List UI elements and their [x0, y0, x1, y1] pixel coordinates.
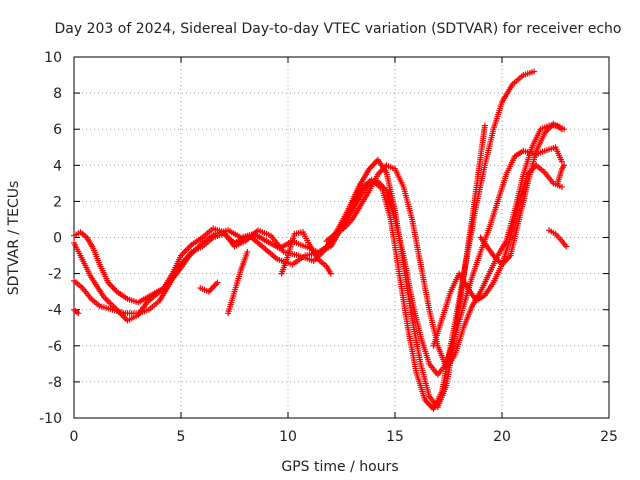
- data-point: [558, 126, 565, 133]
- y-tick-label: -8: [48, 375, 62, 391]
- data-point: [563, 243, 570, 250]
- y-tick-label: -4: [48, 303, 62, 319]
- series-track-10: [546, 227, 570, 250]
- series-track-9: [278, 229, 334, 277]
- data-point: [558, 183, 565, 190]
- x-axis: 0 5 10 15 20 25: [70, 57, 618, 445]
- series-track-4: [323, 122, 568, 371]
- x-tick-label: 10: [279, 429, 297, 445]
- y-tick-label: 6: [53, 122, 62, 138]
- data-point: [481, 122, 488, 129]
- data-point: [561, 162, 568, 169]
- data-point: [75, 310, 82, 317]
- series-track-1: [71, 122, 488, 411]
- chart-title: Day 203 of 2024, Sidereal Day-to-day VTE…: [55, 21, 622, 37]
- x-tick-label: 5: [177, 429, 186, 445]
- y-axis: -10 -8 -6 -4 -2 0 2 4 6 8 10: [39, 50, 609, 427]
- y-tick-label: -6: [48, 339, 62, 355]
- y-axis-label: SDTVAR / TECUs: [6, 181, 22, 296]
- y-tick-label: 0: [53, 231, 62, 247]
- x-tick-label: 25: [600, 429, 618, 445]
- series-track-2: [71, 68, 538, 412]
- data-point: [214, 279, 221, 286]
- series-track-12: [554, 162, 568, 187]
- grid-lines: [74, 57, 609, 418]
- y-tick-label: 8: [53, 86, 62, 102]
- data-point: [244, 248, 251, 255]
- y-tick-label: -2: [48, 267, 62, 283]
- data-point: [558, 158, 565, 165]
- y-tick-label: 10: [44, 50, 62, 66]
- y-tick-label: 4: [53, 158, 62, 174]
- data-markers: [71, 68, 570, 412]
- x-tick-label: 15: [386, 429, 404, 445]
- x-tick-label: 0: [70, 429, 79, 445]
- series-track-11: [71, 306, 82, 317]
- data-point: [531, 68, 538, 75]
- x-axis-label: GPS time / hours: [281, 459, 398, 475]
- y-tick-label: 2: [53, 194, 62, 210]
- data-point: [327, 270, 334, 277]
- series-track-6: [477, 120, 565, 268]
- series-track-8: [225, 248, 251, 317]
- x-tick-label: 20: [493, 429, 511, 445]
- series-track-7: [197, 279, 221, 295]
- y-tick-label: -10: [39, 411, 62, 427]
